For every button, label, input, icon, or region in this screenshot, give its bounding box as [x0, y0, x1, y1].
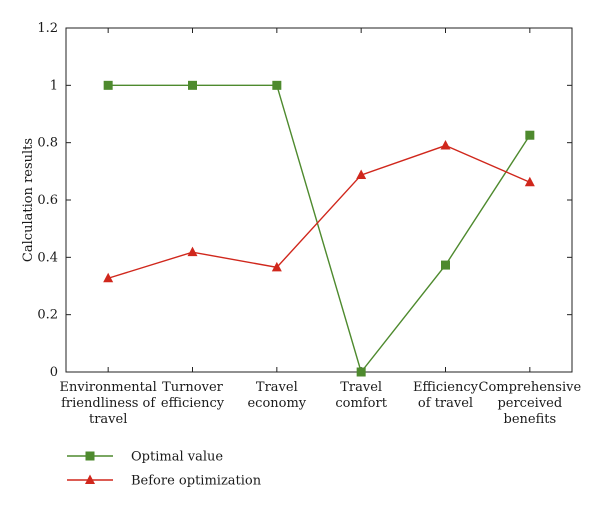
data-point-square — [441, 260, 450, 270]
x-category-label: Efficiency of travel — [413, 380, 479, 411]
legend-marker-square — [85, 451, 95, 461]
x-category-label-line: travel — [89, 412, 127, 427]
data-point-triangle — [271, 261, 282, 272]
series-optimal-value — [103, 80, 535, 377]
series-layer — [103, 80, 535, 377]
legend-label: Optimal value — [131, 450, 223, 465]
legend-item: Before optimization — [67, 474, 262, 489]
series-before-optimization — [103, 140, 535, 283]
y-tick-label: 0.4 — [37, 250, 58, 265]
data-point-triangle — [440, 140, 451, 150]
y-axis-title: Calculation results — [21, 138, 36, 262]
plot-frame — [65, 27, 573, 373]
legend-marker-triangle — [85, 474, 95, 484]
data-point-triangle — [103, 272, 114, 283]
x-axis: Environmental friendliness of travelTurnov… — [60, 28, 582, 427]
x-category-label: Comprehensive perceived benefits — [479, 380, 582, 427]
x-category-label-line: Travel — [256, 380, 298, 395]
x-category-label-line: efficiency — [161, 396, 225, 411]
y-tick-label: 1 — [50, 78, 58, 93]
x-category-label-line: Turnover — [162, 380, 223, 395]
legend-label: Before optimization — [131, 474, 262, 489]
data-point-square — [188, 80, 197, 90]
data-point-triangle — [356, 169, 367, 180]
data-point-square — [525, 130, 535, 140]
data-point-triangle — [187, 246, 198, 257]
x-category-label-line: Comprehensive — [479, 380, 582, 395]
series-line — [108, 84, 531, 374]
x-category-label-line: Travel — [340, 380, 382, 395]
x-category-label-line: friendliness of — [61, 396, 156, 411]
y-tick-label: 0 — [50, 365, 58, 380]
data-point-square — [356, 367, 366, 377]
y-tick-label: 0.2 — [37, 308, 58, 323]
x-category-label-line: perceived — [497, 396, 562, 411]
x-category-label-line: economy — [247, 396, 306, 411]
x-category-label: Travel comfort — [335, 380, 387, 411]
plot-border — [65, 27, 573, 373]
x-category-label-line: benefits — [504, 412, 557, 427]
data-point-square — [103, 80, 113, 90]
x-category-label: Environmental friendliness of travel — [60, 380, 157, 427]
y-tick-label: 0.6 — [37, 193, 58, 208]
y-axis: 0 0.2 0.4 0.6 0.8 1 1.2 — [37, 21, 572, 380]
series-line — [107, 144, 531, 279]
x-category-label-line: Environmental — [60, 380, 157, 395]
x-category-label-line: of travel — [418, 396, 473, 411]
y-tick-label: 0.8 — [37, 136, 58, 151]
x-category-label-line: Efficiency — [413, 380, 479, 395]
legend-item: Optimal value — [67, 450, 223, 465]
data-point-triangle — [524, 176, 535, 187]
legend: Optimal value Before optimization — [67, 450, 262, 489]
x-category-label-line: comfort — [335, 396, 387, 411]
x-category-label: Turnover efficiency — [161, 380, 225, 411]
data-point-square — [272, 80, 282, 90]
y-tick-label: 1.2 — [37, 21, 58, 36]
x-category-label: Travel economy — [247, 380, 306, 411]
